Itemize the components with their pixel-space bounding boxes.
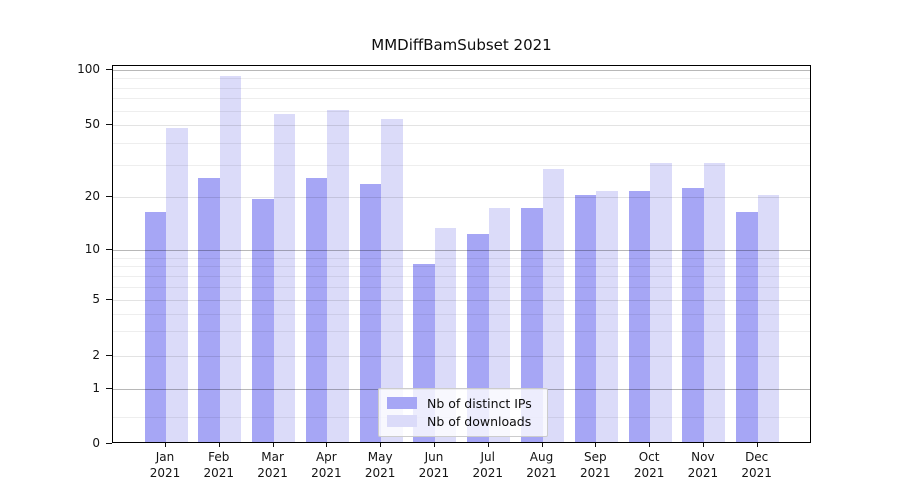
- x-tick-mark: [219, 443, 220, 447]
- bar-downloads-apr: [327, 110, 349, 442]
- gridline-y-50: [113, 125, 810, 126]
- y-tick-label-2: 2: [92, 348, 100, 362]
- bar-downloads-jan: [166, 128, 188, 442]
- legend-item-distinct-ips: Nb of distinct IPs: [387, 394, 539, 412]
- bar-ips-sep: [574, 195, 597, 442]
- bar-ips-may: [359, 184, 382, 442]
- y-tick-mark: [106, 196, 112, 197]
- bar-downloads-dec: [757, 195, 780, 442]
- bar-ips-jan: [144, 212, 166, 442]
- y-tick-label-5: 5: [92, 292, 100, 307]
- legend-item-downloads: Nb of downloads: [387, 412, 539, 430]
- x-tick-label-aug: Aug 2021: [526, 450, 557, 480]
- x-tick-mark: [326, 443, 327, 447]
- bar-downloads-sep: [596, 191, 618, 442]
- x-tick-label-may: May 2021: [364, 450, 396, 480]
- bar-ips-oct: [628, 191, 651, 442]
- y-tick-label-10: 10: [84, 242, 100, 257]
- x-tick-mark: [434, 443, 435, 447]
- legend-swatch-downloads: [387, 415, 417, 427]
- x-tick-mark: [649, 443, 650, 447]
- x-tick-mark: [757, 443, 758, 447]
- y-tick-mark: [106, 388, 112, 389]
- x-tick-label-oct: Oct 2021: [633, 450, 665, 480]
- bar-downloads-jul: [488, 207, 511, 442]
- bar-ips-mar: [252, 198, 274, 442]
- legend: Nb of distinct IPs Nb of downloads: [378, 388, 548, 437]
- bar-downloads-nov: [703, 163, 726, 442]
- y-tick-label-20: 20: [84, 189, 100, 203]
- gridline-y-60: [113, 111, 810, 112]
- legend-swatch-distinct-ips: [387, 397, 417, 409]
- legend-label-distinct-ips: Nb of distinct IPs: [427, 395, 532, 411]
- gridline-y-70: [113, 98, 810, 99]
- gridline-y-40: [113, 143, 810, 144]
- x-tick-label-jun: Jun 2021: [418, 450, 450, 480]
- y-tick-label-50: 50: [84, 117, 100, 132]
- y-tick-label-0: 0: [92, 436, 100, 450]
- bar-downloads-may: [381, 118, 403, 442]
- y-tick-mark: [106, 69, 112, 70]
- x-tick-label-mar: Mar 2021: [257, 450, 288, 480]
- x-tick-mark: [165, 443, 166, 447]
- x-tick-mark: [273, 443, 274, 447]
- gridline-y-80: [113, 88, 810, 89]
- x-tick-label-jul: Jul 2021: [472, 450, 503, 480]
- x-tick-mark: [380, 443, 381, 447]
- plot-area: [112, 65, 811, 443]
- bar-ips-aug: [521, 207, 543, 442]
- gridline-y-90: [113, 78, 810, 79]
- x-tick-label-jan: Jan 2021: [149, 450, 181, 480]
- x-tick-mark: [595, 443, 596, 447]
- bar-ips-nov: [682, 187, 704, 442]
- x-tick-mark: [488, 443, 489, 447]
- x-tick-label-feb: Feb 2021: [203, 450, 235, 480]
- x-tick-mark: [703, 443, 704, 447]
- bar-ips-dec: [736, 212, 758, 442]
- x-tick-label-dec: Dec 2021: [741, 450, 772, 480]
- bar-downloads-oct: [650, 163, 672, 442]
- legend-label-downloads: Nb of downloads: [427, 413, 532, 429]
- bar-ips-feb: [198, 177, 220, 442]
- bar-downloads-feb: [219, 76, 242, 442]
- x-tick-mark: [542, 443, 543, 447]
- y-tick-label-1: 1: [92, 381, 100, 396]
- bar-ips-apr: [305, 177, 328, 442]
- bar-downloads-mar: [273, 114, 296, 442]
- chart-title: MMDiffBamSubset 2021: [371, 36, 552, 54]
- y-tick-mark: [106, 443, 112, 444]
- y-tick-mark: [106, 299, 112, 300]
- gridline-y-100: [113, 70, 810, 71]
- y-tick-mark: [106, 249, 112, 250]
- x-tick-label-apr: Apr 2021: [311, 450, 342, 480]
- y-tick-label-100: 100: [77, 62, 100, 76]
- x-tick-label-sep: Sep 2021: [580, 450, 611, 480]
- y-tick-mark: [106, 124, 112, 125]
- x-tick-label-nov: Nov 2021: [687, 450, 719, 480]
- y-tick-mark: [106, 355, 112, 356]
- bar-downloads-aug: [542, 168, 565, 442]
